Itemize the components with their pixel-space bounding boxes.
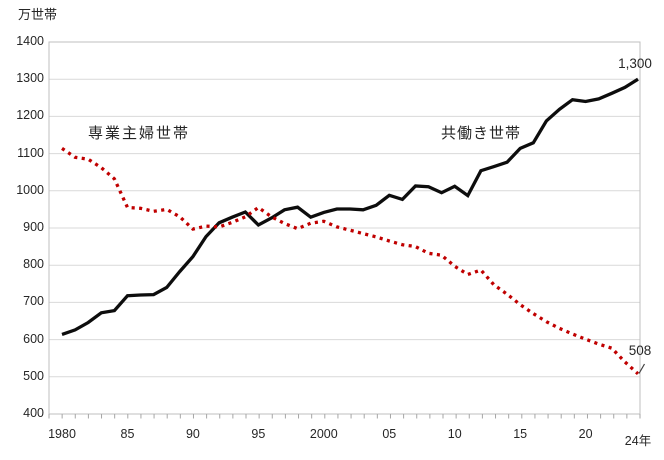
x-tick-label: 20 bbox=[578, 427, 593, 441]
x-tick-label: 05 bbox=[382, 427, 397, 441]
end-value-label-dual-income: 1,300 bbox=[618, 56, 652, 71]
y-tick-label: 1400 bbox=[16, 34, 44, 48]
y-tick-label: 1300 bbox=[16, 71, 44, 86]
series-label-housewife: 専業主婦世帯 bbox=[88, 125, 191, 142]
y-tick-label: 500 bbox=[23, 368, 44, 383]
y-tick-label: 400 bbox=[23, 406, 44, 420]
end-value-leader-line bbox=[638, 363, 646, 374]
y-tick-label: 800 bbox=[23, 257, 44, 272]
y-tick-label: 1200 bbox=[16, 108, 44, 123]
y-tick-label: 1100 bbox=[17, 145, 44, 160]
y-tick-label: 900 bbox=[23, 220, 44, 234]
y-tick-label: 1000 bbox=[16, 182, 44, 197]
plot-border bbox=[48, 41, 641, 415]
x-tick-label: 95 bbox=[251, 427, 266, 441]
y-tick-label: 600 bbox=[23, 331, 44, 346]
end-value-label-housewife: 508 bbox=[628, 343, 652, 358]
series-label-dual-income: 共働き世帯 bbox=[441, 125, 522, 142]
series-line-housewife bbox=[61, 147, 640, 376]
x-tick-label: 10 bbox=[447, 427, 462, 441]
series-line-dual-income bbox=[61, 77, 639, 336]
x-tick-label: 15 bbox=[513, 427, 528, 441]
x-tick-label: 90 bbox=[185, 427, 200, 441]
x-tick-label: 24年 bbox=[624, 434, 652, 448]
x-tick-label: 85 bbox=[120, 427, 135, 441]
x-tick-label: 2000 bbox=[309, 427, 338, 441]
y-axis-unit-label: 万世帯 bbox=[18, 7, 58, 22]
y-tick-label: 700 bbox=[23, 294, 44, 309]
x-tick-label: 1980 bbox=[48, 427, 76, 441]
